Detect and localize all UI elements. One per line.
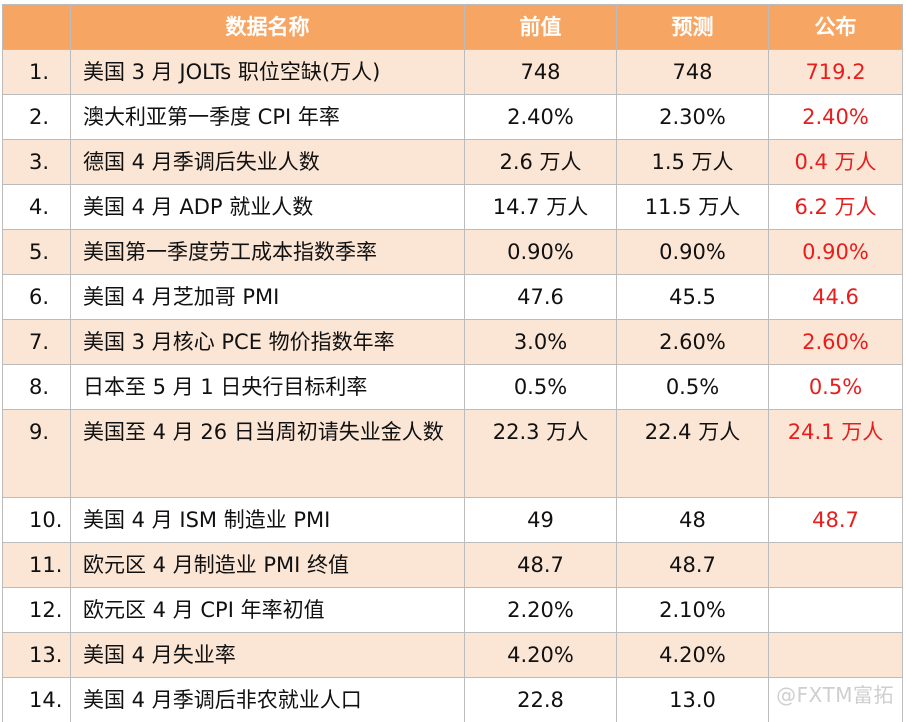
header-previous: 前值 [464, 4, 617, 50]
row-previous-value: 2.6 万人 [464, 139, 617, 185]
row-previous-value: 2.40% [464, 94, 617, 140]
fxtm-watermark: @FXTM富拓 [776, 683, 894, 707]
table-row: 6. 美国 4 月芝加哥 PMI 47.6 45.5 44.6 [2, 274, 903, 320]
table-row: 2. 澳大利亚第一季度 CPI 年率 2.40% 2.30% 2.40% [2, 94, 903, 140]
row-index: 5. [2, 229, 71, 275]
row-forecast-value: 0.90% [616, 229, 769, 275]
row-previous-value: 4.20% [464, 632, 617, 678]
table-row: 5. 美国第一季度劳工成本指数季率 0.90% 0.90% 0.90% [2, 229, 903, 275]
row-index: 4. [2, 184, 71, 230]
row-published-value: 44.6 [768, 274, 903, 320]
row-previous-value: 48.7 [464, 542, 617, 588]
row-data-name: 日本至 5 月 1 日央行目标利率 [70, 364, 465, 410]
row-published-value: 0.90% [768, 229, 903, 275]
row-published-value: 0.4 万人 [768, 139, 903, 185]
row-data-name: 美国 4 月 ADP 就业人数 [70, 184, 465, 230]
row-index: 6. [2, 274, 71, 320]
row-published-value: 0.5% [768, 364, 903, 410]
row-index: 3. [2, 139, 71, 185]
row-data-name: 美国 4 月季调后非农就业人口 [70, 677, 465, 722]
row-data-name: 美国至 4 月 26 日当周初请失业金人数 [70, 409, 465, 498]
row-data-name: 澳大利亚第一季度 CPI 年率 [70, 94, 465, 140]
row-published-value: 24.1 万人 [768, 409, 903, 498]
row-forecast-value: 13.0 [616, 677, 769, 722]
row-previous-value: 3.0% [464, 319, 617, 365]
row-published-value [768, 587, 903, 633]
row-previous-value: 22.8 [464, 677, 617, 722]
row-previous-value: 49 [464, 497, 617, 543]
table-row: 13. 美国 4 月失业率 4.20% 4.20% [2, 632, 903, 678]
row-forecast-value: 11.5 万人 [616, 184, 769, 230]
row-published-value: 2.60% [768, 319, 903, 365]
row-data-name: 美国第一季度劳工成本指数季率 [70, 229, 465, 275]
row-data-name: 美国 4 月 ISM 制造业 PMI [70, 497, 465, 543]
row-index: 10. [2, 497, 71, 543]
row-previous-value: 0.5% [464, 364, 617, 410]
table-row: 8. 日本至 5 月 1 日央行目标利率 0.5% 0.5% 0.5% [2, 364, 903, 410]
table-row: 4. 美国 4 月 ADP 就业人数 14.7 万人 11.5 万人 6.2 万人 [2, 184, 903, 230]
row-published-value: 6.2 万人 [768, 184, 903, 230]
row-published-value: 48.7 [768, 497, 903, 543]
header-forecast: 预测 [616, 4, 769, 50]
row-data-name: 欧元区 4 月制造业 PMI 终值 [70, 542, 465, 588]
row-forecast-value: 1.5 万人 [616, 139, 769, 185]
row-previous-value: 14.7 万人 [464, 184, 617, 230]
row-forecast-value: 48.7 [616, 542, 769, 588]
header-published: 公布 [768, 4, 903, 50]
row-index: 8. [2, 364, 71, 410]
table-row: 10. 美国 4 月 ISM 制造业 PMI 49 48 48.7 [2, 497, 903, 543]
row-published-value [768, 632, 903, 678]
row-forecast-value: 748 [616, 49, 769, 95]
row-data-name: 美国 3 月 JOLTs 职位空缺(万人) [70, 49, 465, 95]
row-forecast-value: 4.20% [616, 632, 769, 678]
row-forecast-value: 45.5 [616, 274, 769, 320]
row-index: 7. [2, 319, 71, 365]
row-index: 1. [2, 49, 71, 95]
row-forecast-value: 2.30% [616, 94, 769, 140]
row-data-name: 美国 3 月核心 PCE 物价指数年率 [70, 319, 465, 365]
table-row: 9. 美国至 4 月 26 日当周初请失业金人数 22.3 万人 22.4 万人 24.… [2, 409, 903, 498]
row-index: 2. [2, 94, 71, 140]
table-row: 7. 美国 3 月核心 PCE 物价指数年率 3.0% 2.60% 2.60% [2, 319, 903, 365]
row-published-value: 719.2 [768, 49, 903, 95]
table-header-row: 数据名称 前值 预测 公布 [2, 4, 903, 50]
row-forecast-value: 22.4 万人 [616, 409, 769, 498]
row-previous-value: 748 [464, 49, 617, 95]
row-forecast-value: 48 [616, 497, 769, 543]
economic-data-table: 数据名称 前值 预测 公布 1. 美国 3 月 JOLTs 职位空缺(万人) 748… [2, 4, 903, 722]
table-row: 1. 美国 3 月 JOLTs 职位空缺(万人) 748 748 719.2 [2, 49, 903, 95]
row-forecast-value: 2.10% [616, 587, 769, 633]
row-data-name: 美国 4 月失业率 [70, 632, 465, 678]
row-published-value [768, 542, 903, 588]
row-index: 9. [2, 409, 71, 498]
table-row: 11. 欧元区 4 月制造业 PMI 终值 48.7 48.7 [2, 542, 903, 588]
table-row: 12. 欧元区 4 月 CPI 年率初值 2.20% 2.10% [2, 587, 903, 633]
row-index: 14. [2, 677, 71, 722]
row-published-value [768, 677, 903, 722]
row-index: 11. [2, 542, 71, 588]
header-index [2, 4, 71, 50]
row-previous-value: 47.6 [464, 274, 617, 320]
row-forecast-value: 2.60% [616, 319, 769, 365]
row-data-name: 美国 4 月芝加哥 PMI [70, 274, 465, 320]
row-index: 12. [2, 587, 71, 633]
header-data-name: 数据名称 [70, 4, 465, 50]
row-previous-value: 2.20% [464, 587, 617, 633]
row-previous-value: 0.90% [464, 229, 617, 275]
row-data-name: 德国 4 月季调后失业人数 [70, 139, 465, 185]
table-row: 14. 美国 4 月季调后非农就业人口 22.8 13.0 [2, 677, 903, 722]
row-index: 13. [2, 632, 71, 678]
row-data-name: 欧元区 4 月 CPI 年率初值 [70, 587, 465, 633]
row-forecast-value: 0.5% [616, 364, 769, 410]
row-published-value: 2.40% [768, 94, 903, 140]
table-row: 3. 德国 4 月季调后失业人数 2.6 万人 1.5 万人 0.4 万人 [2, 139, 903, 185]
row-previous-value: 22.3 万人 [464, 409, 617, 498]
